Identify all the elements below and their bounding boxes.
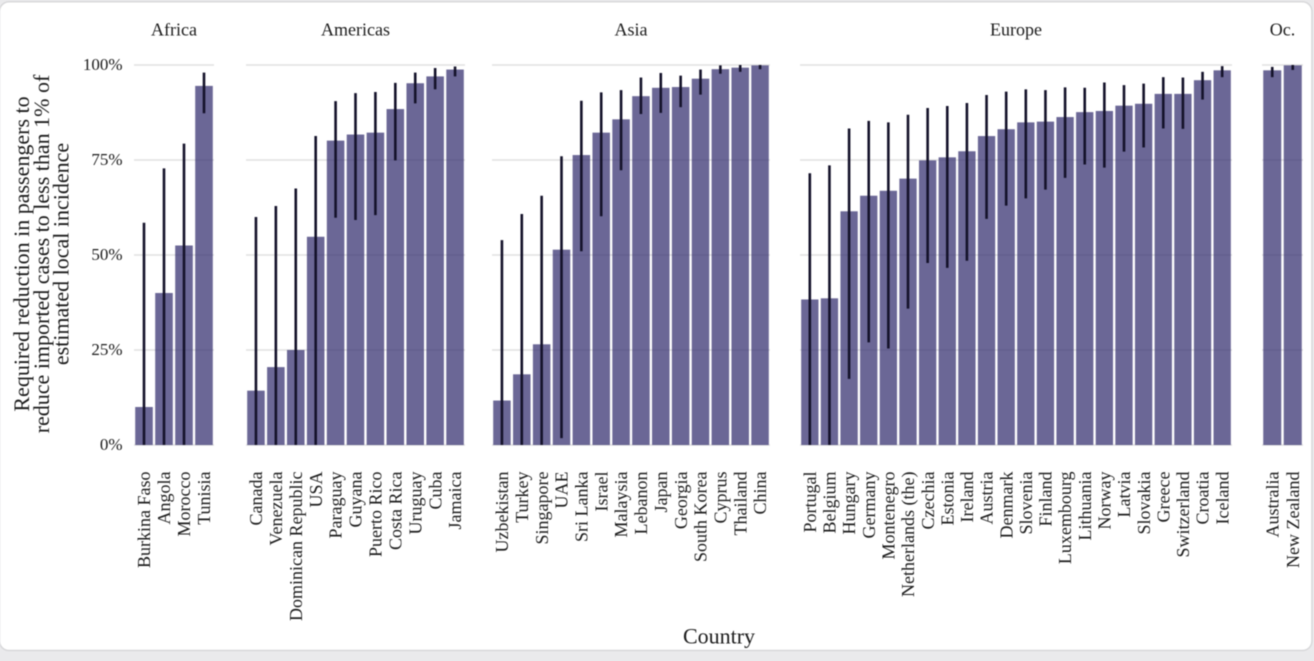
svg-text:0%: 0% [100,435,123,454]
svg-text:Denmark: Denmark [996,472,1016,539]
svg-text:Croatia: Croatia [1193,471,1213,524]
svg-text:Sri Lanka: Sri Lanka [571,471,591,541]
svg-text:reduce imported cases to less: reduce imported cases to less than 1% of [29,74,54,433]
svg-text:100%: 100% [83,55,123,74]
svg-text:Georgia: Georgia [671,471,691,529]
svg-text:Venezuela: Venezuela [266,471,286,545]
svg-text:Guyana: Guyana [346,471,366,527]
svg-text:75%: 75% [91,150,122,169]
svg-text:Germany: Germany [859,472,879,539]
svg-text:Austria: Austria [977,471,997,524]
svg-text:Oc.: Oc. [1270,20,1296,40]
svg-text:Belgium: Belgium [820,472,840,534]
svg-text:Americas: Americas [321,20,390,40]
svg-text:Latvia: Latvia [1114,471,1134,517]
svg-text:Iceland: Iceland [1212,472,1232,525]
svg-text:Jamaica: Jamaica [445,471,465,529]
svg-text:Netherlands (the): Netherlands (the) [898,472,919,597]
svg-text:Morocco: Morocco [174,472,194,537]
svg-text:Costa Rica: Costa Rica [385,472,405,551]
svg-text:Paraguay: Paraguay [326,472,346,539]
svg-text:Uruguay: Uruguay [405,472,425,535]
svg-text:Country: Country [683,624,755,649]
svg-text:Slovakia: Slovakia [1134,471,1154,534]
svg-text:Greece: Greece [1153,471,1173,522]
svg-text:Required reduction in passenge: Required reduction in passengers to [9,96,34,411]
svg-text:New Zealand: New Zealand [1283,472,1303,568]
svg-text:Tunisia: Tunisia [194,471,214,524]
svg-text:Czechia: Czechia [918,471,938,529]
svg-text:Hungary: Hungary [839,472,859,535]
svg-text:Europe: Europe [990,20,1042,40]
svg-text:estimated local incidence: estimated local incidence [49,143,74,365]
svg-text:Turkey: Turkey [512,472,532,523]
svg-text:Montenegro: Montenegro [878,472,898,560]
svg-text:Ireland: Ireland [957,472,977,523]
svg-text:Thailand: Thailand [730,472,750,536]
svg-text:25%: 25% [91,340,122,359]
svg-text:USA: USA [306,472,326,508]
svg-text:Africa: Africa [151,20,197,40]
svg-text:Switzerland: Switzerland [1173,472,1193,558]
svg-text:50%: 50% [91,245,122,264]
svg-text:China: China [750,471,770,514]
svg-text:Luxembourg: Luxembourg [1055,472,1075,565]
svg-text:Estonia: Estonia [937,471,957,525]
svg-text:UAE: UAE [552,472,572,509]
svg-text:Australia: Australia [1262,471,1282,537]
svg-text:Canada: Canada [246,472,266,526]
svg-text:Cuba: Cuba [425,471,445,509]
svg-text:Lithuania: Lithuania [1075,471,1095,540]
svg-text:Portugal: Portugal [800,472,820,533]
svg-text:Malaysia: Malaysia [611,471,631,537]
svg-text:Lebanon: Lebanon [631,472,651,535]
svg-text:Japan: Japan [651,472,671,513]
svg-text:Angola: Angola [154,472,174,525]
svg-text:Slovenia: Slovenia [1016,471,1036,534]
svg-text:Burkina Faso: Burkina Faso [134,472,154,569]
svg-text:Puerto Rico: Puerto Rico [366,472,386,558]
svg-text:Finland: Finland [1036,472,1056,527]
svg-text:Norway: Norway [1094,472,1114,530]
svg-text:Singapore: Singapore [532,471,552,544]
svg-text:Dominican Republic: Dominican Republic [286,471,306,620]
svg-text:Uzbekistan: Uzbekistan [492,472,512,553]
svg-text:South Korea: South Korea [691,471,711,561]
svg-text:Asia: Asia [615,20,648,40]
svg-text:Cyprus: Cyprus [710,472,730,524]
svg-text:Israel: Israel [591,472,611,512]
